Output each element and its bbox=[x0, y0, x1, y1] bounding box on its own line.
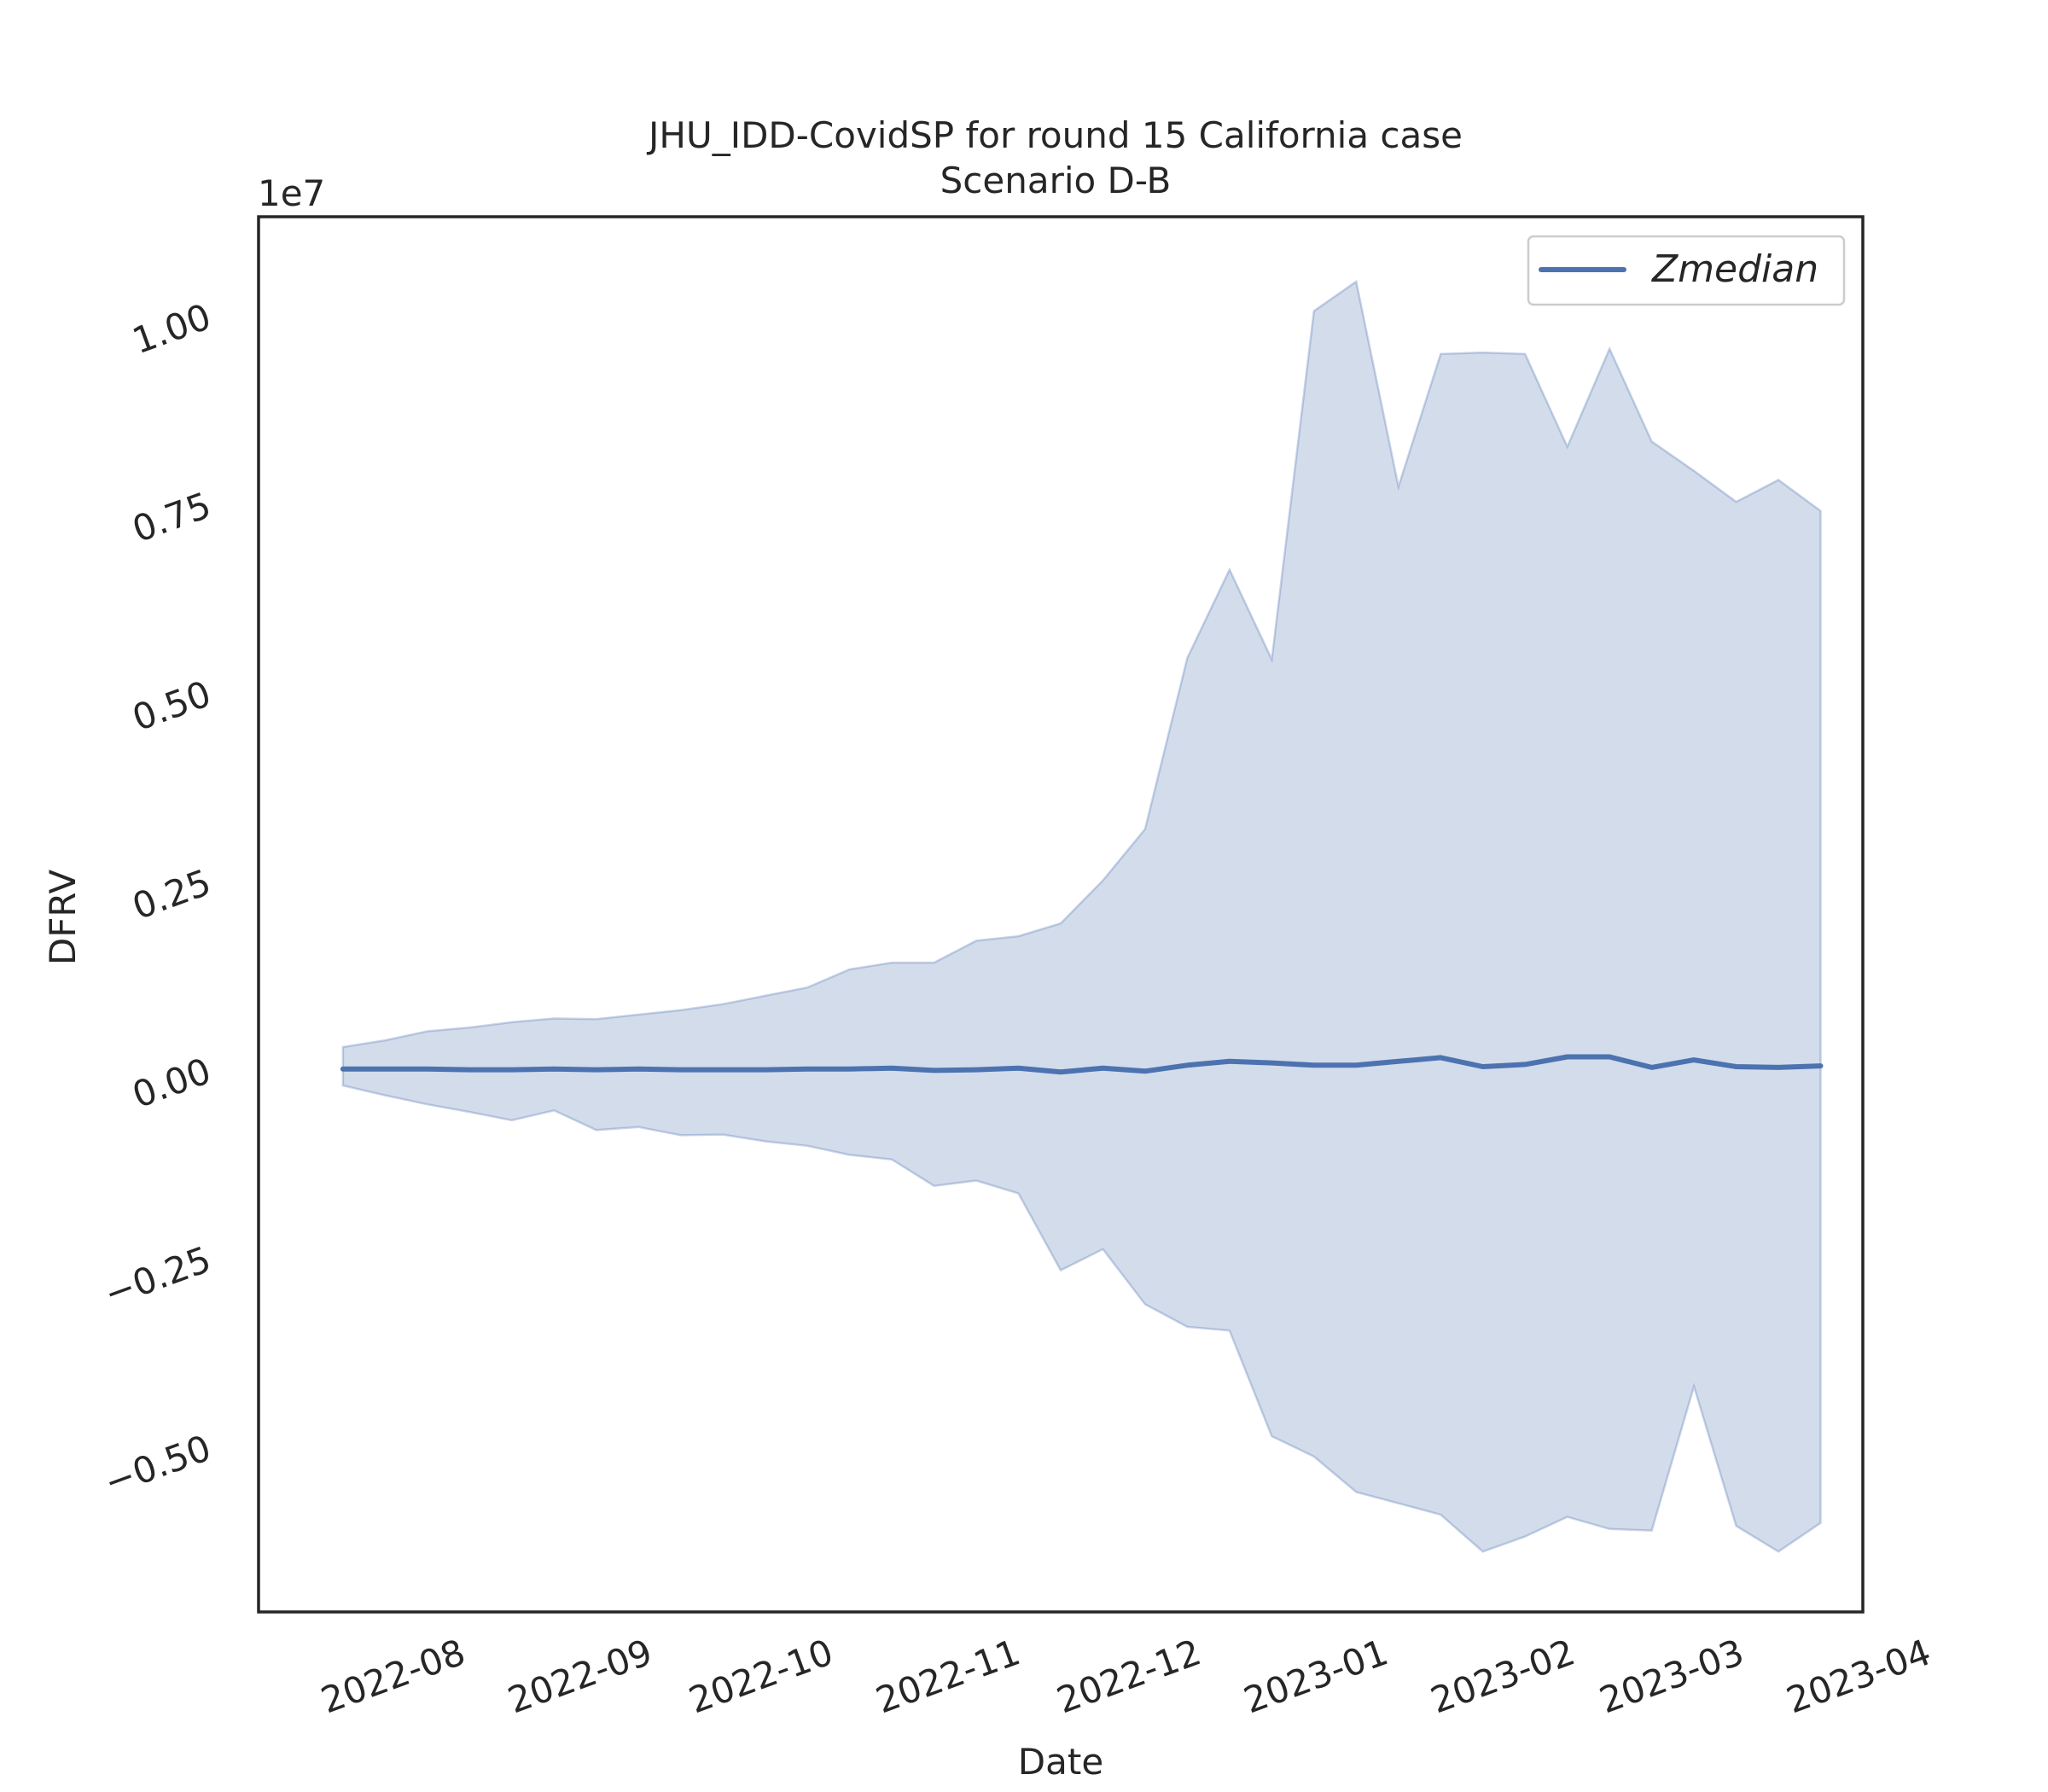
plot-frame bbox=[257, 215, 1865, 1614]
x-tick-label: 2022-11 bbox=[870, 1631, 1026, 1721]
x-tick-label: 2023-03 bbox=[1594, 1631, 1749, 1721]
legend: Zmedian bbox=[1527, 235, 1846, 306]
x-tick-label: 2022-10 bbox=[684, 1631, 839, 1721]
x-tick-label: 2022-08 bbox=[316, 1631, 471, 1721]
x-tick-label: 2022-09 bbox=[503, 1631, 658, 1721]
y-tick-label: 0.75 bbox=[127, 484, 217, 550]
y-tick-label: 1.00 bbox=[127, 295, 217, 362]
x-tick-label: 2023-01 bbox=[1238, 1631, 1393, 1721]
y-tick-label: 0.00 bbox=[127, 1050, 217, 1116]
y-tick-label: −0.50 bbox=[99, 1427, 217, 1504]
plot-area bbox=[340, 279, 1824, 1553]
chart-subtitle: Scenario D-B bbox=[940, 160, 1172, 201]
legend-label: Zmedian bbox=[1651, 247, 1818, 291]
legend-box bbox=[1527, 235, 1846, 306]
y-tick-label: 0.25 bbox=[127, 861, 217, 928]
x-tick-label: 2023-02 bbox=[1425, 1631, 1580, 1721]
series-line-zmedian bbox=[340, 1054, 1824, 1075]
y-tick-label: −0.25 bbox=[99, 1238, 217, 1315]
chart-title: JHU_IDD-CovidSP for round 15 California … bbox=[646, 114, 1463, 156]
y-offset-label: 1e7 bbox=[258, 172, 325, 214]
x-tick-label: 2022-12 bbox=[1051, 1631, 1207, 1721]
x-axis-label: Date bbox=[1018, 1741, 1103, 1783]
x-tick-label: 2023-04 bbox=[1781, 1631, 1936, 1721]
y-axis-label: DFRV bbox=[42, 870, 84, 965]
y-tick-label: 0.50 bbox=[127, 672, 217, 739]
confidence-band bbox=[341, 279, 1822, 1553]
